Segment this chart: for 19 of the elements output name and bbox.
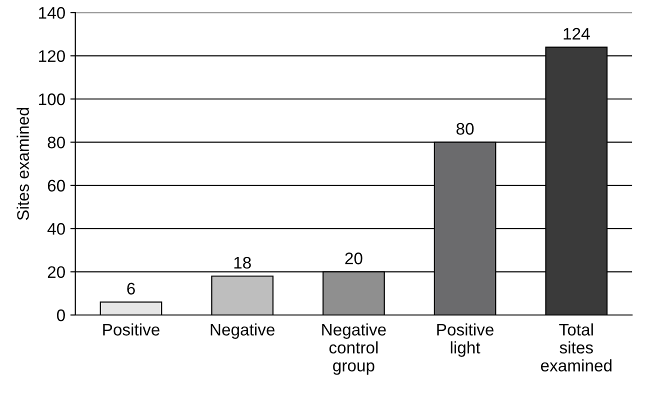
y-tick-label: 140 xyxy=(39,7,65,19)
y-tick-label: 40 xyxy=(47,223,65,235)
y-tick-label: 120 xyxy=(39,50,65,62)
data-label: 20 xyxy=(345,252,362,264)
y-tick-label: 60 xyxy=(48,180,65,192)
x-tick-label: Negative xyxy=(210,323,274,339)
data-label: 18 xyxy=(234,256,251,269)
data-label: 124 xyxy=(564,28,590,40)
y-tick-label: 20 xyxy=(48,266,65,278)
y-axis-title: Sites examined xyxy=(16,108,29,220)
y-tick-label: 0 xyxy=(56,309,65,322)
x-tick-label: Negative control group xyxy=(322,323,386,375)
data-label: 6 xyxy=(127,282,135,295)
x-tick-label: Total sites examined xyxy=(540,323,612,372)
y-tick-label: 80 xyxy=(48,136,65,148)
data-label: 80 xyxy=(456,122,474,135)
x-tick-label: Positive xyxy=(103,323,160,336)
y-tick-label: 100 xyxy=(39,93,65,106)
x-tick-label: Positive light xyxy=(437,323,494,357)
